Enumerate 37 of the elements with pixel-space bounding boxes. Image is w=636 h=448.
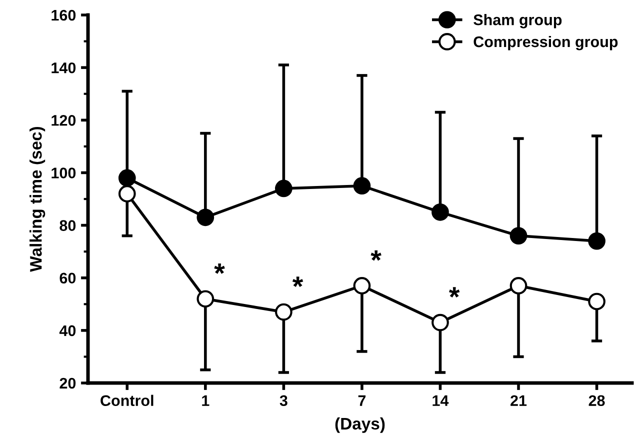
y-tick-label: 80 [60, 220, 76, 231]
point [432, 203, 449, 221]
point [510, 277, 528, 294]
point [118, 185, 136, 202]
point [196, 290, 214, 308]
legend-label: Compression group [474, 36, 618, 50]
y-axis-title: Walking time (sec) [30, 126, 46, 272]
y-tick-label: 20 [60, 378, 76, 389]
y-tick-label: 40 [59, 325, 76, 336]
point [588, 232, 606, 250]
x-tick-label: 1 [202, 395, 210, 406]
point [353, 177, 371, 195]
y-tick-label: 120 [52, 115, 76, 126]
point [275, 303, 292, 321]
point [196, 208, 214, 226]
y-tick-label: 60 [60, 272, 76, 284]
legend-label: Sham group [474, 14, 562, 28]
annotation: * [292, 276, 304, 287]
y-tick-label: 140 [52, 62, 76, 74]
x-tick-label: Control [100, 394, 154, 406]
x-tick-label: 14 [432, 395, 449, 406]
x-tick-label: 21 [510, 395, 527, 406]
x-tick-label: 7 [358, 395, 366, 406]
point [432, 314, 449, 332]
point [275, 180, 292, 198]
y-tick-label: 100 [52, 168, 76, 178]
point [353, 277, 371, 294]
point [510, 227, 528, 244]
annotation: * [448, 287, 460, 298]
point [588, 292, 606, 310]
x-tick-label: 28 [588, 395, 605, 406]
x-axis-title: (Days) [335, 417, 385, 433]
x-tick-label: 3 [280, 395, 288, 406]
y-tick-label: 160 [52, 10, 76, 21]
annotation: * [370, 250, 382, 261]
annotation: * [214, 263, 225, 274]
point [118, 169, 136, 187]
